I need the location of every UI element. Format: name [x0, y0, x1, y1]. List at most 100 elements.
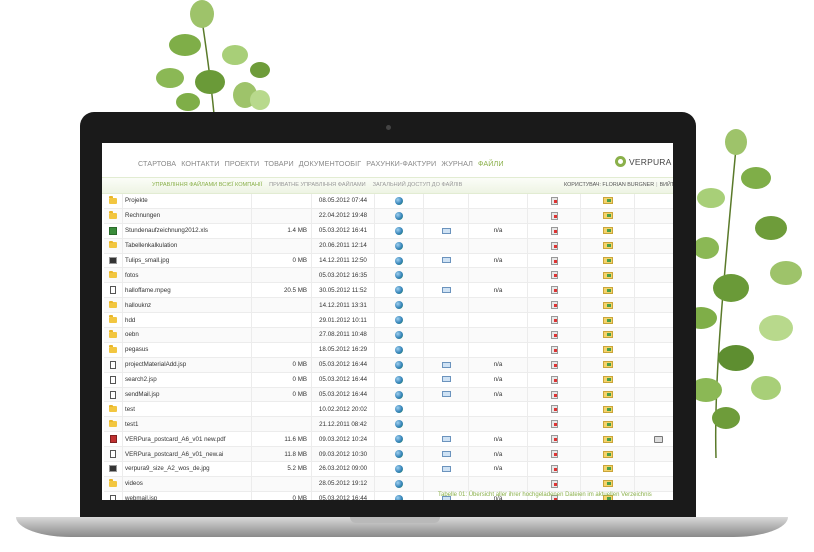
move-folder-icon[interactable] — [602, 435, 613, 443]
move-folder-icon[interactable] — [602, 361, 613, 369]
delete-icon[interactable] — [550, 196, 558, 205]
nav-item[interactable]: ДОКУМЕНТООБІГ — [298, 159, 362, 168]
mail-icon[interactable] — [441, 465, 451, 472]
globe-share-icon[interactable] — [395, 226, 403, 235]
delete-icon[interactable] — [550, 286, 558, 295]
globe-share-icon[interactable] — [395, 316, 403, 325]
nav-item[interactable]: СТАРТОВА — [138, 159, 177, 168]
move-folder-icon[interactable] — [602, 271, 613, 279]
file-row[interactable]: fotos 05.03.2012 16:35 — [104, 267, 673, 284]
delete-icon[interactable] — [550, 211, 558, 220]
file-row[interactable]: hdd 29.01.2012 10:11 — [104, 312, 673, 329]
file-row[interactable]: webmail.jsp 0 MB 05.03.2012 16:44 n/a — [104, 491, 673, 500]
move-folder-icon[interactable] — [602, 376, 613, 384]
globe-share-icon[interactable] — [395, 360, 403, 369]
file-row[interactable]: halloffame.mpeg 20.5 MB 30.05.2012 11:52 n/… — [104, 282, 673, 299]
file-row[interactable]: VERPura_postcard_A6_v01 new.pdf 11.6 MB 09… — [104, 431, 673, 448]
file-name[interactable]: Rechnungen — [122, 208, 252, 224]
delete-icon[interactable] — [550, 494, 558, 500]
sub-tab[interactable]: УПРАВЛІННЯ ФАЙЛАМИ ВСІЄЇ КОМПАНІЇ — [152, 182, 263, 188]
file-name[interactable]: test — [122, 401, 252, 418]
mail-icon[interactable] — [441, 450, 451, 457]
file-name[interactable]: pegasus — [122, 342, 252, 358]
move-folder-icon[interactable] — [602, 316, 613, 324]
file-row[interactable]: Rechnungen 22.04.2012 19:48 — [104, 208, 673, 224]
file-row[interactable]: test1 21.12.2011 08:42 — [104, 416, 673, 433]
file-row[interactable]: hallouknz 14.12.2011 13:31 — [104, 297, 673, 314]
mail-icon[interactable] — [441, 495, 451, 500]
file-name[interactable]: projectMaterialAdd.jsp — [122, 357, 252, 373]
file-row[interactable]: oebn 27.08.2011 10:48 — [104, 327, 673, 343]
move-folder-icon[interactable] — [602, 242, 613, 250]
delete-icon[interactable] — [550, 316, 558, 325]
move-folder-icon[interactable] — [602, 465, 613, 473]
delete-icon[interactable] — [550, 360, 558, 369]
nav-item[interactable]: ТОВАРИ — [264, 159, 294, 168]
file-name[interactable]: webmail.jsp — [122, 491, 252, 500]
globe-share-icon[interactable] — [395, 420, 403, 429]
sub-tab[interactable]: ПРИВАТНЕ УПРАВЛІННЯ ФАЙЛАМИ — [269, 182, 366, 188]
delete-icon[interactable] — [550, 345, 558, 354]
file-row[interactable]: pegasus 18.05.2012 16:29 — [104, 342, 673, 358]
print-icon[interactable] — [654, 435, 663, 443]
move-folder-icon[interactable] — [602, 212, 613, 220]
file-row[interactable]: verpura9_size_A2_wos_de.jpg 5.2 MB 26.03.2… — [104, 461, 673, 477]
file-row[interactable]: Tabellenkalkulation 20.06.2011 12:14 — [104, 238, 673, 254]
logo[interactable]: VERPURA — [615, 156, 672, 167]
file-name[interactable]: videos — [122, 476, 252, 492]
move-folder-icon[interactable] — [602, 480, 613, 488]
file-row[interactable]: search2.jsp 0 MB 05.03.2012 16:44 n/a — [104, 372, 673, 388]
delete-icon[interactable] — [550, 450, 558, 459]
file-row[interactable]: VERPura_postcard_A6_v01_new.ai 11.8 MB 09.… — [104, 446, 673, 463]
file-name[interactable]: oebn — [122, 327, 252, 343]
delete-icon[interactable] — [550, 256, 558, 265]
file-name[interactable]: Tulips_small.jpg — [122, 253, 252, 269]
delete-icon[interactable] — [550, 420, 558, 429]
delete-icon[interactable] — [550, 271, 558, 280]
file-name[interactable]: Projekte — [122, 194, 252, 209]
delete-icon[interactable] — [550, 435, 558, 444]
move-folder-icon[interactable] — [602, 331, 613, 339]
nav-item[interactable]: ПРОЕКТИ — [224, 159, 260, 168]
move-folder-icon[interactable] — [602, 286, 613, 294]
file-name[interactable]: test1 — [122, 416, 252, 433]
globe-share-icon[interactable] — [395, 494, 403, 500]
globe-share-icon[interactable] — [395, 301, 403, 310]
file-row[interactable]: Projekte 08.05.2012 07:44 — [104, 194, 673, 209]
file-name[interactable]: VERPura_postcard_A6_v01 new.pdf — [122, 431, 252, 448]
globe-share-icon[interactable] — [395, 464, 403, 473]
globe-share-icon[interactable] — [395, 286, 403, 295]
nav-item[interactable]: КОНТАКТИ — [181, 159, 220, 168]
nav-item[interactable]: ФАЙЛИ — [477, 159, 504, 168]
globe-share-icon[interactable] — [395, 271, 403, 280]
globe-share-icon[interactable] — [395, 196, 403, 205]
move-folder-icon[interactable] — [602, 405, 613, 413]
file-row[interactable]: Tulips_small.jpg 0 MB 14.12.2011 12:50 n/a — [104, 253, 673, 269]
move-folder-icon[interactable] — [602, 390, 613, 398]
move-folder-icon[interactable] — [602, 420, 613, 428]
move-folder-icon[interactable] — [602, 346, 613, 354]
globe-share-icon[interactable] — [395, 435, 403, 444]
globe-share-icon[interactable] — [395, 450, 403, 459]
file-row[interactable]: videos 28.05.2012 19:12 — [104, 476, 673, 492]
file-row[interactable]: Stundenaufzeichnung2012.xls 1.4 MB 05.03.2… — [104, 223, 673, 239]
nav-item[interactable]: ЖУРНАЛ — [441, 159, 473, 168]
file-row[interactable]: test 10.02.2012 20:02 — [104, 401, 673, 418]
globe-share-icon[interactable] — [395, 405, 403, 414]
globe-share-icon[interactable] — [395, 256, 403, 265]
file-name[interactable]: hdd — [122, 312, 252, 329]
file-name[interactable]: hallouknz — [122, 297, 252, 314]
mail-icon[interactable] — [441, 287, 451, 294]
file-name[interactable]: VERPura_postcard_A6_v01_new.ai — [122, 446, 252, 463]
delete-icon[interactable] — [550, 301, 558, 310]
sub-tab[interactable]: ЗАГАЛЬНИЙ ДОСТУП ДО ФАЙЛІВ — [372, 182, 463, 188]
file-name[interactable]: halloffame.mpeg — [122, 282, 252, 299]
delete-icon[interactable] — [550, 479, 558, 488]
file-row[interactable]: sendMail.jsp 0 MB 05.03.2012 16:44 n/a — [104, 387, 673, 403]
delete-icon[interactable] — [550, 375, 558, 384]
delete-icon[interactable] — [550, 226, 558, 235]
globe-share-icon[interactable] — [395, 390, 403, 399]
delete-icon[interactable] — [550, 390, 558, 399]
delete-icon[interactable] — [550, 330, 558, 339]
mail-icon[interactable] — [441, 436, 451, 443]
